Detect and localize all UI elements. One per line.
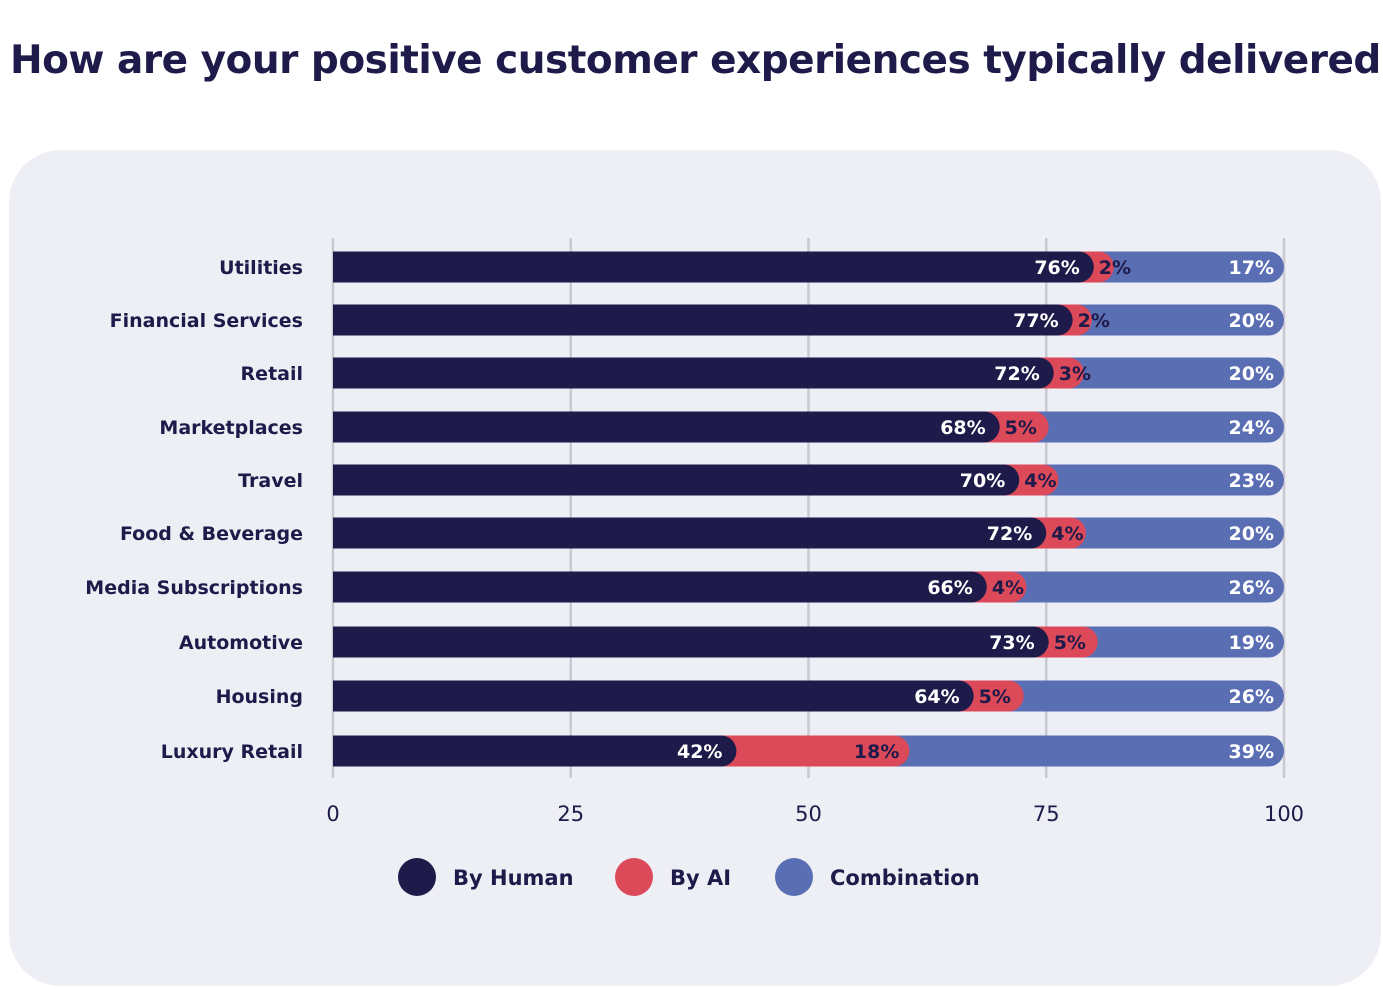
chart-panel (9, 150, 1381, 986)
data-label-combination: 26% (1229, 577, 1274, 599)
data-label-human: 72% (994, 363, 1039, 385)
bar-row: 70% 4% 23% (333, 464, 1284, 496)
data-label-human: 64% (914, 686, 959, 708)
category-label: Automotive (179, 632, 303, 654)
bar-segment-human-edge (333, 735, 351, 767)
legend-item: By Human (398, 858, 574, 896)
bar-row: 77% 2% 20% (333, 304, 1284, 336)
legend-label: By Human (453, 866, 574, 890)
legend-swatch (615, 858, 653, 896)
data-label-combination: 19% (1229, 632, 1274, 654)
category-label: Marketplaces (159, 417, 303, 439)
legend-swatch (775, 858, 813, 896)
data-label-ai: 18% (854, 741, 899, 763)
data-label-ai: 4% (992, 577, 1024, 599)
bar-segment-human (333, 411, 1000, 443)
data-label-ai: 5% (979, 686, 1011, 708)
x-tick-label: 75 (1033, 802, 1060, 826)
bar-segment-human (333, 517, 1047, 549)
x-tick-label: 0 (326, 802, 339, 826)
bar-row: 72% 4% 20% (333, 517, 1284, 549)
bar-segment-human-edge (333, 680, 351, 712)
bar-segment-human (333, 464, 1020, 496)
legend-label: By AI (670, 866, 731, 890)
x-tick-label: 50 (795, 802, 822, 826)
bar-segment-human (333, 571, 987, 603)
bar-segment-human-edge (333, 464, 351, 496)
x-axis-ticks: 0 25 50 75 100 (326, 802, 1304, 826)
legend-label: Combination (830, 866, 980, 890)
bar-segment-human (333, 626, 1049, 658)
legend: By Human By AI Combination (398, 858, 980, 896)
x-tick-label: 25 (557, 802, 584, 826)
data-label-combination: 24% (1229, 417, 1274, 439)
data-label-combination: 17% (1229, 257, 1274, 279)
bar-segment-human (333, 680, 974, 712)
category-label: Luxury Retail (161, 741, 303, 763)
data-label-combination: 39% (1229, 741, 1274, 763)
data-label-human: 42% (677, 741, 722, 763)
data-label-ai: 5% (1054, 632, 1086, 654)
bar-row: 73% 5% 19% (333, 626, 1284, 658)
data-label-combination: 20% (1229, 363, 1274, 385)
bar-segment-human-edge (333, 357, 351, 389)
bar-row: 66% 4% 26% (333, 571, 1284, 603)
bar-segment-human (333, 357, 1054, 389)
bar-row: 68% 5% 24% (333, 411, 1284, 443)
data-label-ai: 3% (1059, 363, 1091, 385)
bar-segment-human (333, 735, 737, 767)
bar-row: 76% 2% 17% (333, 251, 1284, 283)
data-label-combination: 23% (1229, 470, 1274, 492)
category-label: Retail (241, 363, 303, 385)
category-label: Utilities (219, 257, 303, 279)
x-tick-label: 100 (1264, 802, 1304, 826)
data-label-ai: 4% (1024, 470, 1056, 492)
legend-item: By AI (615, 858, 731, 896)
data-label-ai: 2% (1078, 310, 1110, 332)
category-label: Media Subscriptions (85, 577, 303, 599)
data-label-human: 68% (940, 417, 985, 439)
data-label-human: 66% (927, 577, 972, 599)
data-label-combination: 20% (1229, 523, 1274, 545)
category-label: Travel (238, 470, 303, 492)
bar-segment-human-edge (333, 411, 351, 443)
chart-title: How are your positive customer experienc… (10, 38, 1383, 83)
bar-segment-human-edge (333, 626, 351, 658)
data-label-human: 73% (989, 632, 1034, 654)
data-label-combination: 26% (1229, 686, 1274, 708)
bar-segment-human-edge (333, 517, 351, 549)
bar-row: 42% 18% 39% (333, 735, 1284, 767)
data-label-ai: 5% (1005, 417, 1037, 439)
data-label-human: 72% (987, 523, 1032, 545)
bar-segment-human-edge (333, 304, 351, 336)
category-label: Financial Services (110, 310, 303, 332)
data-label-human: 76% (1034, 257, 1079, 279)
bars: 76% 2% 17% 77% 2% 20% 72% 3% 20% 68% 5% 24% 70% 4% 23%… (333, 251, 1284, 767)
bar-segment-human (333, 304, 1073, 336)
legend-swatch (398, 858, 436, 896)
bar-row: 64% 5% 26% (333, 680, 1284, 712)
bar-segment-human-edge (333, 251, 351, 283)
category-label: Housing (216, 686, 303, 708)
data-label-ai: 4% (1051, 523, 1083, 545)
data-label-human: 70% (960, 470, 1005, 492)
data-label-ai: 2% (1099, 257, 1131, 279)
legend-item: Combination (775, 858, 980, 896)
category-labels: Utilities Financial Services Retail Marketp… (85, 257, 303, 763)
data-label-combination: 20% (1229, 310, 1274, 332)
bar-row: 72% 3% 20% (333, 357, 1284, 389)
category-label: Food & Beverage (120, 523, 303, 545)
bar-segment-human (333, 251, 1094, 283)
data-label-human: 77% (1013, 310, 1058, 332)
bar-segment-human-edge (333, 571, 351, 603)
